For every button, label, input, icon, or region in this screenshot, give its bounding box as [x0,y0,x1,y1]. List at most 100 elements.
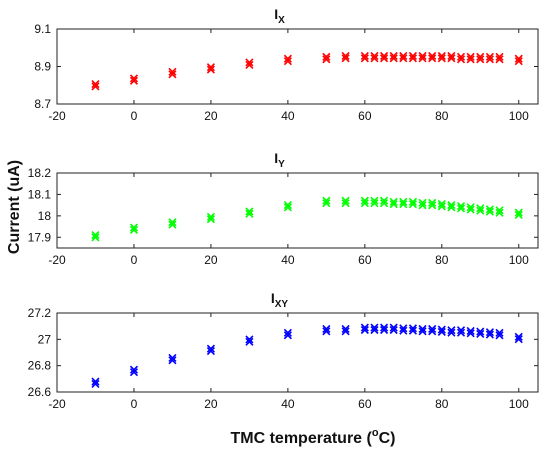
data-point [245,207,254,218]
data-point [91,377,100,389]
data-point [447,200,456,212]
y-tick-label: 27.2 [28,306,52,320]
point-mark [129,74,139,83]
point-mark [437,327,446,337]
data-point [245,335,254,346]
data-point [370,323,379,335]
point-mark [91,82,100,91]
point-mark [380,196,389,205]
x-tick-label: 20 [204,109,218,123]
point-mark [322,327,331,336]
data-point [360,196,369,208]
data-point [476,52,485,64]
panel-title: IX [274,6,285,26]
point-mark [341,327,350,336]
point-mark [485,52,494,61]
point-mark [495,208,504,217]
data-point [514,208,523,219]
point-mark [476,204,485,213]
x-tick-label: 40 [281,397,295,411]
point-mark [389,200,398,209]
data-point [456,202,466,213]
data-point [389,197,398,209]
point-mark [428,51,437,60]
data-point [428,51,437,63]
point-mark [129,225,139,234]
data-point [370,196,379,208]
point-mark [514,335,523,344]
data-point [514,332,523,344]
point-mark [370,54,379,63]
point-mark [456,204,466,213]
point-mark [476,55,485,64]
data-point [91,79,100,91]
point-mark [245,60,254,69]
point-mark [206,347,215,356]
point-mark [370,196,379,205]
data-point [514,54,523,66]
point-mark [389,323,398,332]
data-point [283,54,292,66]
data-point [129,365,139,377]
point-mark [514,57,523,66]
point-mark [408,51,418,60]
point-mark [418,324,427,333]
y-tick-label: 18.1 [28,187,52,201]
point-mark [456,55,466,64]
point-mark [380,51,389,60]
x-tick-label: 0 [131,109,138,123]
point-mark [437,54,446,63]
x-axis-label-sup: o [372,427,379,439]
point-mark [399,54,408,63]
point-mark [495,331,504,340]
point-mark [360,323,369,332]
x-tick-label: 0 [131,397,138,411]
point-mark [129,365,139,374]
data-point [495,52,504,64]
plot-area [56,28,539,105]
point-mark [389,197,398,206]
data-point [408,324,418,335]
point-mark [370,51,379,60]
plot-area [56,172,539,249]
x-tick-label: 0 [131,253,138,267]
data-point [418,51,427,63]
point-mark [408,324,418,333]
point-mark [437,51,446,60]
point-mark [91,377,100,386]
point-mark [428,324,437,333]
point-mark [389,54,398,63]
point-mark [341,199,350,208]
point-mark [399,197,408,206]
plot-area [56,312,539,393]
point-mark [360,199,369,208]
data-point [466,203,475,214]
data-point [447,326,456,337]
point-mark [466,55,475,64]
point-mark [447,326,456,335]
point-mark [495,52,504,61]
point-mark [466,329,475,338]
panel-title-main: I [274,150,278,166]
point-mark [476,327,485,336]
panel-3: IXY -20 0 20 40 60 80 100 26.6 26.8 27 27.2 [28,290,539,411]
data-point [485,205,494,216]
data-point [408,197,418,209]
data-point [428,324,437,336]
point-mark [341,196,350,205]
data-point [341,51,350,63]
point-mark [322,324,331,333]
point-mark [408,326,418,335]
data-point [437,325,446,337]
point-mark [206,65,215,74]
data-point [437,51,446,63]
point-mark [389,51,398,60]
point-mark [168,353,177,362]
x-tick-label: 20 [204,397,218,411]
data-point [399,197,408,209]
x-tick-label: 20 [204,253,218,267]
panel-title-sub: X [278,15,285,26]
data-point [322,196,331,208]
x-tick-label: 80 [435,253,449,267]
point-mark [514,208,523,217]
